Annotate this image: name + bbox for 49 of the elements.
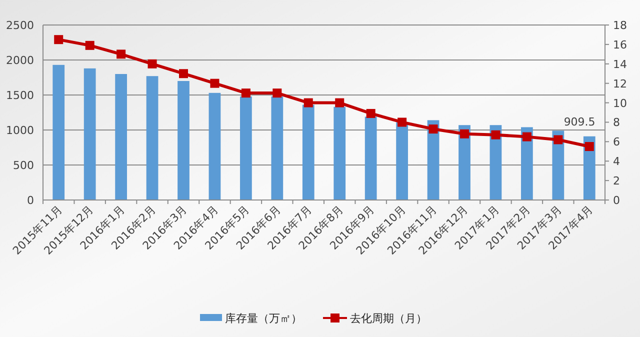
bar bbox=[302, 104, 314, 200]
point bbox=[335, 98, 344, 108]
legend-label: 去化周期（月） bbox=[350, 312, 427, 325]
bar bbox=[178, 81, 190, 200]
bar bbox=[146, 76, 158, 200]
y-tick-label: 0 bbox=[27, 194, 34, 207]
point bbox=[85, 40, 94, 50]
point bbox=[241, 88, 250, 98]
bar bbox=[240, 96, 252, 200]
bar bbox=[271, 96, 284, 200]
point bbox=[522, 132, 532, 142]
y-tick-label: 500 bbox=[13, 159, 34, 172]
point bbox=[272, 88, 282, 98]
y-tick-label: 1500 bbox=[6, 89, 34, 102]
bar bbox=[208, 92, 221, 200]
point bbox=[179, 69, 188, 78]
y2-tick-label: 12 bbox=[613, 77, 627, 90]
point bbox=[366, 108, 376, 118]
y2-tick-label: 16 bbox=[613, 38, 627, 52]
bar bbox=[115, 74, 127, 200]
y2-tick-label: 4 bbox=[613, 155, 620, 168]
bar bbox=[84, 68, 96, 200]
point bbox=[210, 78, 220, 88]
y-tick-label: 1000 bbox=[6, 124, 34, 137]
point bbox=[54, 35, 64, 44]
bar bbox=[334, 106, 346, 200]
legend-label: 库存量（万㎡） bbox=[225, 312, 302, 325]
point bbox=[304, 98, 313, 108]
y2-tick-label: 2 bbox=[613, 174, 620, 188]
y2-tick-label: 0 bbox=[613, 194, 620, 207]
bar bbox=[364, 116, 377, 200]
y2-tick-label: 14 bbox=[613, 58, 627, 71]
data-label: 909.5 bbox=[564, 115, 596, 128]
point bbox=[428, 124, 438, 134]
bar bbox=[396, 122, 408, 200]
y2-tick-label: 6 bbox=[613, 136, 620, 149]
point bbox=[584, 142, 594, 152]
point bbox=[460, 129, 469, 138]
point bbox=[116, 50, 126, 59]
bar bbox=[52, 64, 65, 200]
y2-tick-label: 18 bbox=[613, 19, 627, 32]
point bbox=[491, 130, 500, 140]
y2-tick-label: 8 bbox=[613, 116, 620, 130]
point bbox=[148, 59, 157, 68]
point bbox=[398, 118, 407, 127]
y-tick-label: 2000 bbox=[6, 54, 34, 67]
y2-tick-label: 10 bbox=[613, 96, 627, 110]
point bbox=[554, 135, 563, 144]
y-tick-label: 2500 bbox=[6, 19, 34, 32]
